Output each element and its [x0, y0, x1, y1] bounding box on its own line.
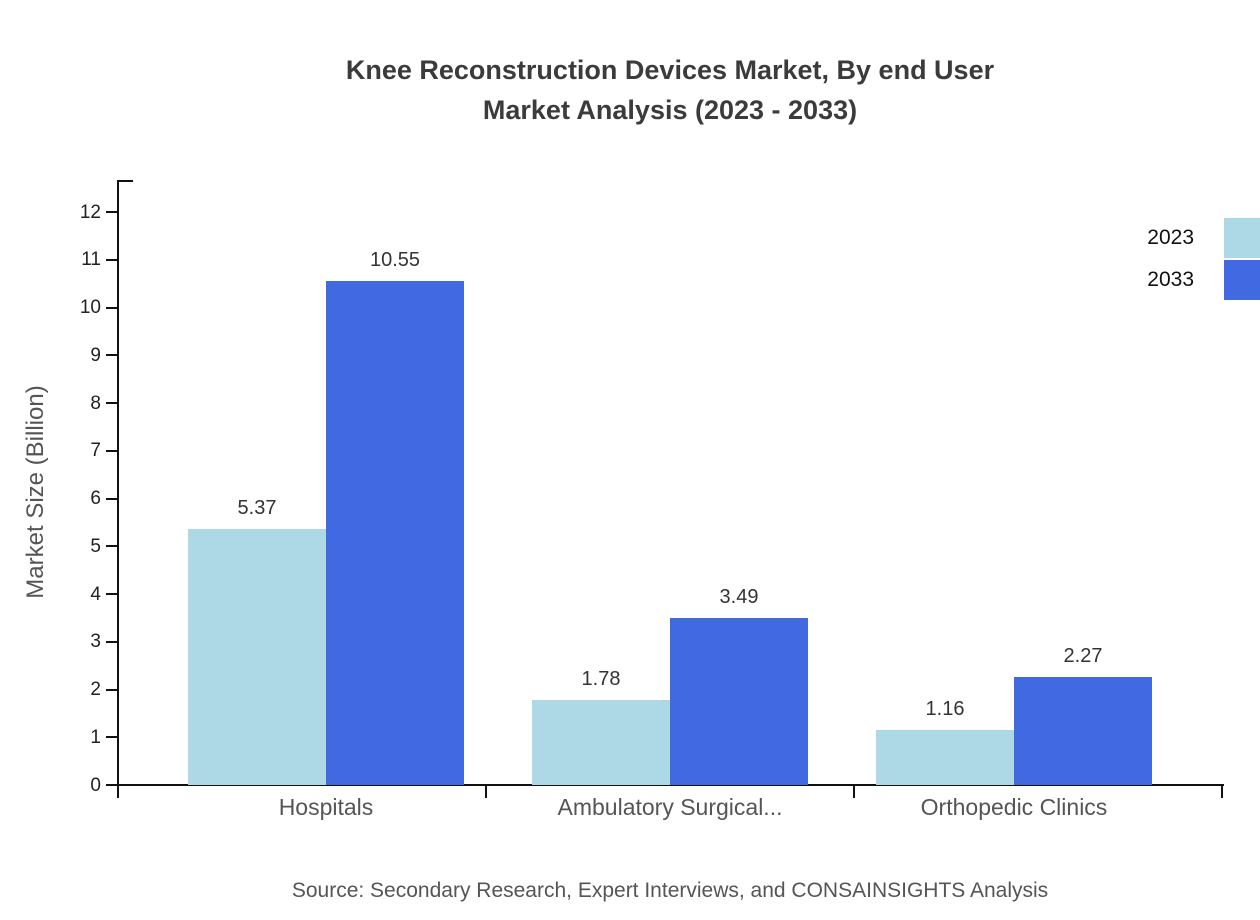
- chart-title: Knee Reconstruction Devices Market, By e…: [80, 50, 1260, 130]
- y-axis-title: Market Size (Billion): [22, 385, 49, 599]
- y-tick-label: 10: [79, 297, 101, 318]
- bar-2023-Ambulatory Surgical...: [532, 700, 670, 785]
- x-category-label: Hospitals: [278, 794, 374, 820]
- y-tick-label: 9: [90, 344, 101, 366]
- bar-2033-Hospitals: [326, 281, 464, 785]
- x-tick: [485, 785, 487, 798]
- bar-2023-Hospitals: [188, 528, 326, 785]
- y-tick: [106, 545, 118, 548]
- bar-value-label: 5.37: [237, 496, 277, 519]
- x-category-label: Ambulatory Surgical...: [557, 794, 783, 820]
- y-tick: [106, 640, 118, 643]
- y-tick-label: 8: [90, 392, 101, 414]
- y-tick: [106, 211, 118, 213]
- x-tick: [853, 785, 855, 798]
- x-tick: [117, 785, 119, 798]
- legend-swatch-2033: [1224, 260, 1260, 300]
- x-axis-line: [110, 784, 1224, 786]
- y-axis-line: [117, 180, 119, 786]
- legend-label-2033: 2033: [1147, 268, 1194, 291]
- y-tick-label: 3: [90, 631, 101, 653]
- bar-value-label: 10.55: [369, 249, 421, 272]
- y-axis-top-cap: [117, 180, 133, 182]
- bar-value-label: 2.27: [1063, 644, 1103, 667]
- y-tick-label: 6: [90, 488, 101, 509]
- bar-2033-Orthopedic Clinics: [1014, 676, 1152, 785]
- legend-swatch-2023: [1224, 218, 1260, 258]
- y-tick-label: 2: [90, 679, 101, 700]
- chart-title-line1: Knee Reconstruction Devices Market, By e…: [345, 55, 995, 85]
- y-tick: [106, 688, 118, 691]
- y-tick: [106, 306, 118, 309]
- y-tick-label: 11: [81, 249, 101, 271]
- source-note: Source: Secondary Research, Expert Inter…: [291, 879, 1049, 902]
- y-tick-label: 0: [90, 774, 101, 796]
- legend-label-2023: 2023: [1147, 226, 1194, 249]
- bar-value-label: 3.49: [719, 586, 759, 609]
- chart-title-line2: Market Analysis (2023 - 2033): [482, 95, 858, 125]
- y-tick: [106, 449, 118, 452]
- y-tick: [106, 497, 118, 500]
- y-tick: [106, 784, 118, 786]
- y-tick: [106, 402, 118, 404]
- bar-2033-Ambulatory Surgical...: [670, 618, 808, 785]
- y-tick-label: 5: [90, 535, 101, 557]
- y-tick: [106, 593, 118, 595]
- y-tick-label: 12: [79, 201, 101, 223]
- bar-value-label: 1.16: [925, 697, 965, 720]
- y-tick-label: 7: [90, 440, 101, 462]
- y-tick-label: 1: [90, 726, 101, 748]
- y-tick-label: 4: [90, 583, 101, 605]
- y-tick: [106, 736, 118, 739]
- x-tick: [1221, 785, 1223, 798]
- bar-2023-Orthopedic Clinics: [876, 729, 1014, 785]
- x-category-label: Orthopedic Clinics: [920, 794, 1108, 820]
- y-tick: [106, 354, 118, 357]
- bar-value-label: 1.78: [581, 668, 621, 690]
- y-tick: [106, 258, 118, 261]
